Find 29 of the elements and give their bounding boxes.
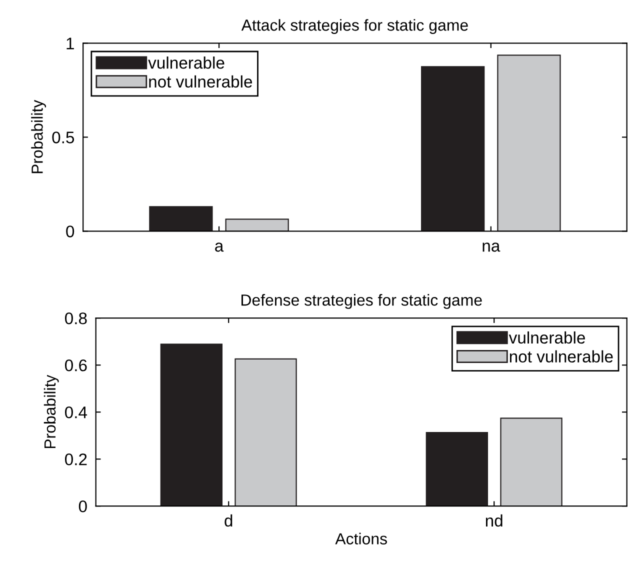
x-tick-label: a <box>215 242 224 252</box>
legend-label: not vulnerable <box>510 350 613 363</box>
x-tick-label: nd <box>486 514 502 527</box>
y-tick-label: 0.4 <box>65 406 88 418</box>
x-axis-title: Actions <box>335 532 387 544</box>
bar <box>426 432 488 506</box>
y-tick-label: 0 <box>78 500 87 512</box>
y-tick-label: 0.8 <box>65 312 87 324</box>
chart-title: Defense strategies for static game <box>241 294 482 309</box>
legend-label: vulnerable <box>508 331 585 344</box>
bar <box>500 418 562 506</box>
x-tick-label: na <box>482 242 500 252</box>
bar <box>234 358 297 506</box>
bar <box>225 218 289 232</box>
legend-label: not vulnerable <box>149 75 252 88</box>
y-tick-label: 0.6 <box>65 359 87 372</box>
y-tick-label: 0 <box>66 226 74 238</box>
y-tick-label: 0.2 <box>65 453 87 466</box>
y-axis-title: Probability <box>44 374 59 448</box>
chart-title: Attack strategies for static game <box>241 19 468 34</box>
bar <box>149 206 213 232</box>
legend-label: vulnerable <box>148 56 224 69</box>
x-tick-label: d <box>224 514 232 527</box>
y-axis-title: Probability <box>31 100 46 174</box>
y-tick-label: 1 <box>66 38 74 50</box>
bar <box>421 66 485 232</box>
y-tick-label: 0.5 <box>52 132 74 144</box>
bar <box>497 54 561 232</box>
bar <box>160 344 223 506</box>
